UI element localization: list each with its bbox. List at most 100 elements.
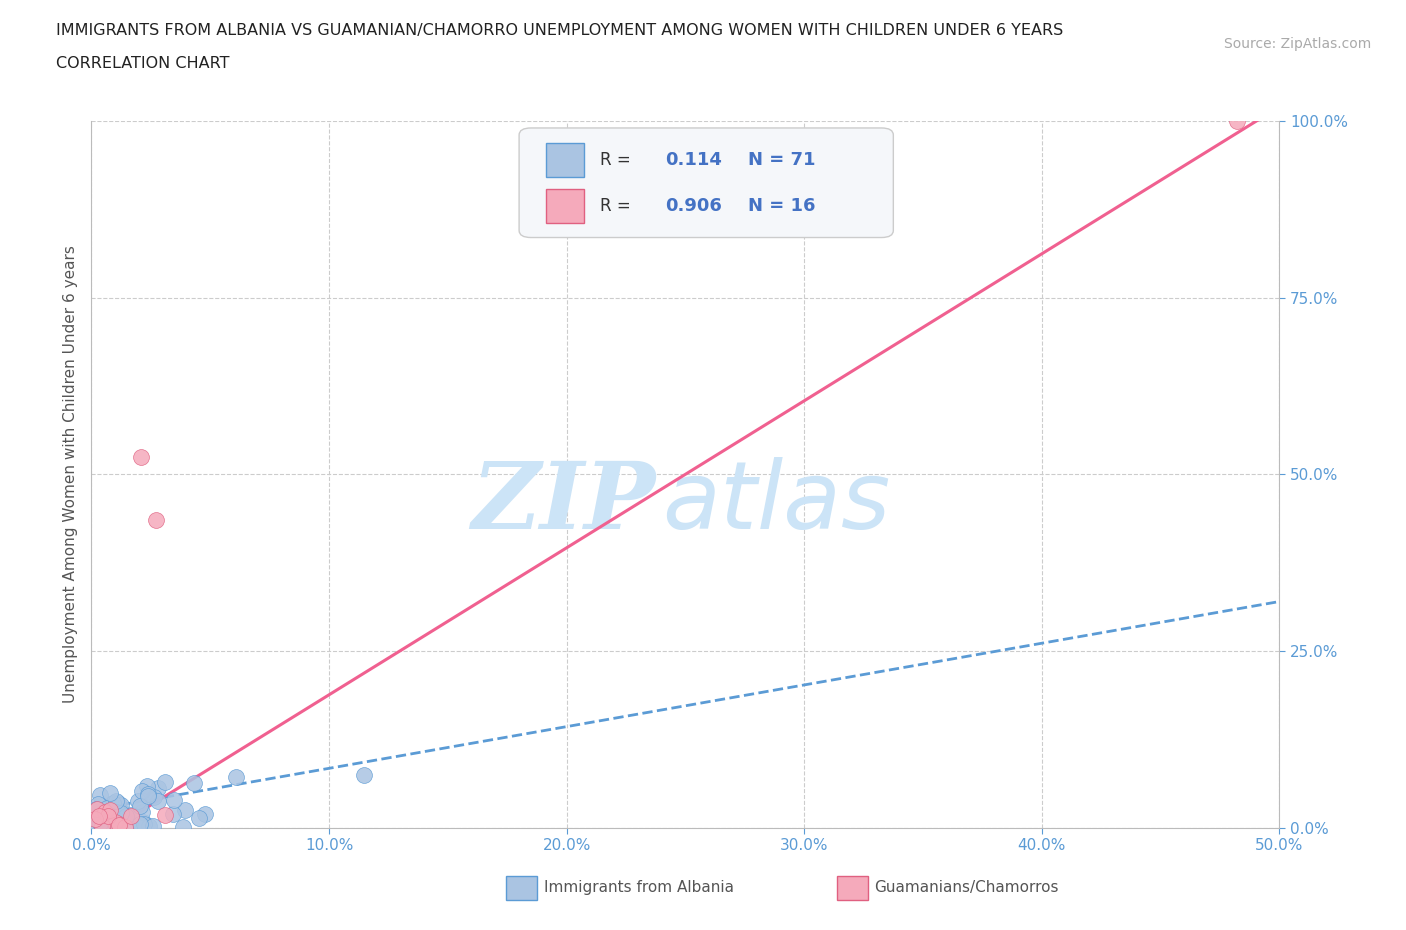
Point <box>94 814 117 829</box>
Point <box>353 767 375 782</box>
Point <box>146 780 169 795</box>
Bar <box>547 189 585 222</box>
Point <box>98 813 121 828</box>
Point <box>84 814 107 829</box>
Point <box>100 808 122 823</box>
Point <box>136 778 159 793</box>
Point <box>108 819 131 834</box>
Point <box>84 816 107 830</box>
Point <box>107 817 129 831</box>
Y-axis label: Unemployment Among Women with Children Under 6 years: Unemployment Among Women with Children U… <box>62 246 77 703</box>
Point <box>110 805 132 820</box>
Point <box>114 819 136 834</box>
Point <box>118 810 141 825</box>
Point <box>89 788 111 803</box>
Point <box>91 813 114 828</box>
Text: R =: R = <box>600 151 636 169</box>
Point <box>145 512 167 527</box>
Text: N = 16: N = 16 <box>748 196 815 215</box>
Point <box>100 796 122 811</box>
Point <box>110 798 132 813</box>
Point <box>108 817 131 832</box>
Point <box>142 790 165 804</box>
Point <box>94 814 117 829</box>
Text: R =: R = <box>600 196 636 215</box>
Point <box>86 802 108 817</box>
Point <box>120 808 142 823</box>
Point <box>107 796 129 811</box>
Point <box>138 819 160 834</box>
Point <box>104 793 127 808</box>
Point <box>131 783 153 798</box>
Point <box>120 807 142 822</box>
Point <box>87 797 110 812</box>
Point <box>136 787 159 802</box>
Point <box>131 815 153 830</box>
Point <box>162 793 184 808</box>
Point <box>153 808 176 823</box>
Point <box>90 811 112 826</box>
Point <box>108 817 131 832</box>
Point <box>111 804 134 819</box>
Point <box>96 807 118 822</box>
Text: CORRELATION CHART: CORRELATION CHART <box>56 56 229 71</box>
Point <box>100 803 122 817</box>
Point <box>91 819 114 834</box>
Point <box>136 789 159 804</box>
Point <box>101 795 124 810</box>
Point <box>104 804 127 819</box>
Point <box>127 793 149 808</box>
Point <box>91 803 114 817</box>
Point <box>128 817 150 831</box>
Point <box>129 798 152 813</box>
Point <box>100 817 122 832</box>
Point <box>84 810 107 825</box>
Text: Guamanians/Chamorros: Guamanians/Chamorros <box>875 880 1059 895</box>
Point <box>94 818 117 833</box>
Point <box>1226 113 1249 128</box>
Text: N = 71: N = 71 <box>748 151 815 169</box>
Point <box>100 804 122 819</box>
Text: Source: ZipAtlas.com: Source: ZipAtlas.com <box>1223 37 1371 51</box>
Point <box>172 819 194 834</box>
Point <box>188 811 211 826</box>
Point <box>120 817 142 831</box>
Point <box>131 804 153 819</box>
Point <box>89 816 111 830</box>
Text: ZIP: ZIP <box>471 458 655 548</box>
Text: atlas: atlas <box>662 457 890 548</box>
Point <box>142 818 165 833</box>
Point <box>93 814 115 829</box>
Point <box>96 801 118 816</box>
Point <box>94 810 117 825</box>
Point <box>98 786 121 801</box>
Point <box>103 812 125 827</box>
Point <box>132 817 155 831</box>
Point <box>84 812 107 827</box>
Point <box>84 808 107 823</box>
Point <box>86 801 108 816</box>
Point <box>93 804 115 819</box>
Text: 0.906: 0.906 <box>665 196 723 215</box>
Point <box>89 815 111 830</box>
Point <box>87 809 110 824</box>
Point <box>87 803 110 817</box>
FancyBboxPatch shape <box>519 128 893 237</box>
Point <box>146 793 169 808</box>
Point <box>90 806 112 821</box>
Point <box>173 803 195 817</box>
Point <box>183 776 205 790</box>
Point <box>96 812 118 827</box>
Point <box>97 809 120 824</box>
Point <box>153 775 176 790</box>
Point <box>115 808 138 823</box>
Point <box>162 806 184 821</box>
Point <box>110 806 132 821</box>
Text: Immigrants from Albania: Immigrants from Albania <box>544 880 734 895</box>
Text: 0.114: 0.114 <box>665 151 723 169</box>
Point <box>129 449 152 464</box>
Point <box>225 770 247 785</box>
Point <box>104 816 127 830</box>
Point <box>194 807 217 822</box>
Point <box>90 818 112 833</box>
